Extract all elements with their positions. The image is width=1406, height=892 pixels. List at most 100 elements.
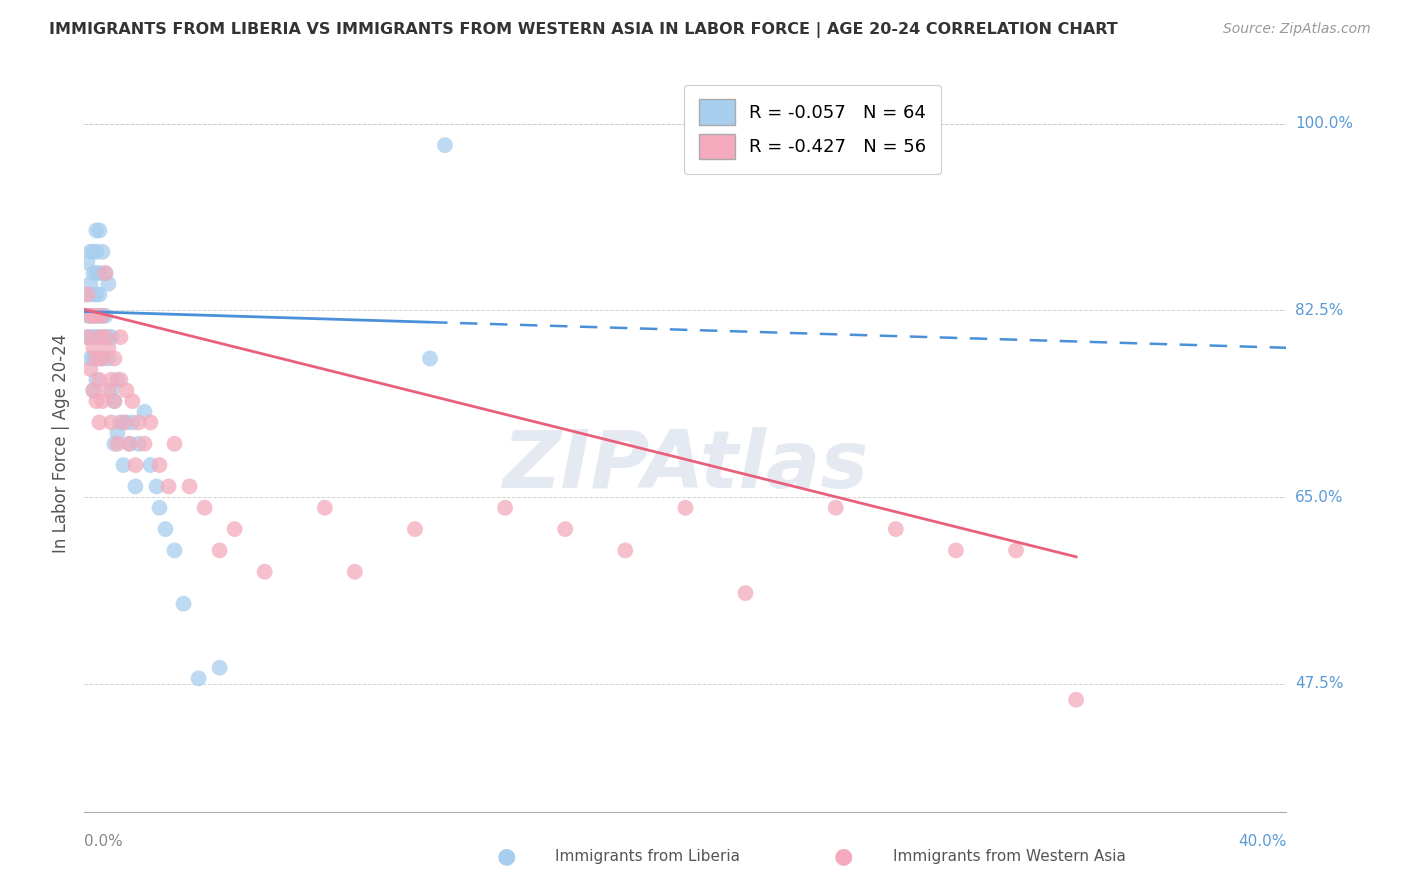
Point [173, 597, 195, 611]
Point [208, 543, 231, 558]
Point [945, 543, 967, 558]
Point [82, 309, 104, 323]
Point [124, 479, 146, 493]
Point [103, 394, 125, 409]
Point [314, 500, 336, 515]
Point [148, 458, 170, 472]
Point [76, 330, 98, 344]
Point [614, 543, 637, 558]
Point [97, 330, 120, 344]
Text: 0.0%: 0.0% [84, 834, 124, 849]
Point [86, 309, 108, 323]
Point [86, 351, 108, 366]
Point [118, 436, 141, 450]
Point [103, 436, 125, 450]
Point [82, 330, 104, 344]
Point [127, 416, 149, 430]
Point [145, 479, 167, 493]
Point [91, 394, 114, 409]
Point [734, 586, 756, 600]
Point [103, 351, 125, 366]
Y-axis label: In Labor Force | Age 20-24: In Labor Force | Age 20-24 [52, 334, 70, 553]
Point [163, 436, 186, 450]
Point [107, 436, 129, 450]
Point [124, 458, 146, 472]
Text: Immigrants from Liberia: Immigrants from Liberia [555, 849, 741, 863]
Point [139, 416, 162, 430]
Point [82, 266, 104, 280]
Text: ●: ● [496, 847, 516, 866]
Text: 82.5%: 82.5% [1295, 303, 1343, 318]
Point [86, 309, 108, 323]
Point [76, 255, 98, 269]
Point [97, 384, 120, 398]
Legend: R = -0.057   N = 64, R = -0.427   N = 56: R = -0.057 N = 64, R = -0.427 N = 56 [685, 85, 941, 174]
Point [94, 330, 117, 344]
Point [121, 394, 143, 409]
Text: 40.0%: 40.0% [1239, 834, 1286, 849]
Point [110, 373, 132, 387]
Point [82, 287, 104, 301]
Point [1005, 543, 1028, 558]
Point [121, 416, 143, 430]
Point [86, 266, 108, 280]
Point [91, 309, 114, 323]
Point [127, 436, 149, 450]
Point [157, 479, 180, 493]
Point [155, 522, 177, 536]
Point [94, 266, 117, 280]
Point [86, 244, 108, 259]
Point [115, 416, 138, 430]
Point [253, 565, 276, 579]
Point [139, 458, 162, 472]
Point [100, 384, 122, 398]
Point [89, 309, 111, 323]
Point [76, 287, 98, 301]
Point [79, 244, 101, 259]
Point [82, 244, 104, 259]
Point [79, 330, 101, 344]
Point [91, 244, 114, 259]
Text: IMMIGRANTS FROM LIBERIA VS IMMIGRANTS FROM WESTERN ASIA IN LABOR FORCE | AGE 20-: IMMIGRANTS FROM LIBERIA VS IMMIGRANTS FR… [49, 22, 1118, 38]
Point [89, 330, 111, 344]
Point [194, 500, 217, 515]
Point [884, 522, 907, 536]
Point [110, 330, 132, 344]
Point [86, 373, 108, 387]
Point [97, 351, 120, 366]
Point [494, 500, 516, 515]
Point [82, 384, 104, 398]
Point [107, 373, 129, 387]
Text: ●: ● [834, 847, 853, 866]
Point [134, 436, 156, 450]
Point [79, 277, 101, 291]
Point [148, 500, 170, 515]
Point [82, 384, 104, 398]
Point [824, 500, 846, 515]
Point [89, 330, 111, 344]
Point [89, 266, 111, 280]
Point [91, 309, 114, 323]
Point [86, 223, 108, 237]
Point [76, 287, 98, 301]
Point [94, 309, 117, 323]
Point [86, 351, 108, 366]
Point [91, 330, 114, 344]
Point [208, 661, 231, 675]
Point [187, 672, 209, 686]
Text: Source: ZipAtlas.com: Source: ZipAtlas.com [1223, 22, 1371, 37]
Point [89, 287, 111, 301]
Point [224, 522, 246, 536]
Point [94, 266, 117, 280]
Point [1064, 692, 1087, 706]
Text: 100.0%: 100.0% [1295, 116, 1353, 131]
Point [118, 436, 141, 450]
Point [89, 373, 111, 387]
Point [91, 351, 114, 366]
Point [79, 362, 101, 376]
Point [76, 330, 98, 344]
Point [82, 341, 104, 355]
Text: Immigrants from Western Asia: Immigrants from Western Asia [893, 849, 1126, 863]
Point [103, 394, 125, 409]
Point [82, 351, 104, 366]
